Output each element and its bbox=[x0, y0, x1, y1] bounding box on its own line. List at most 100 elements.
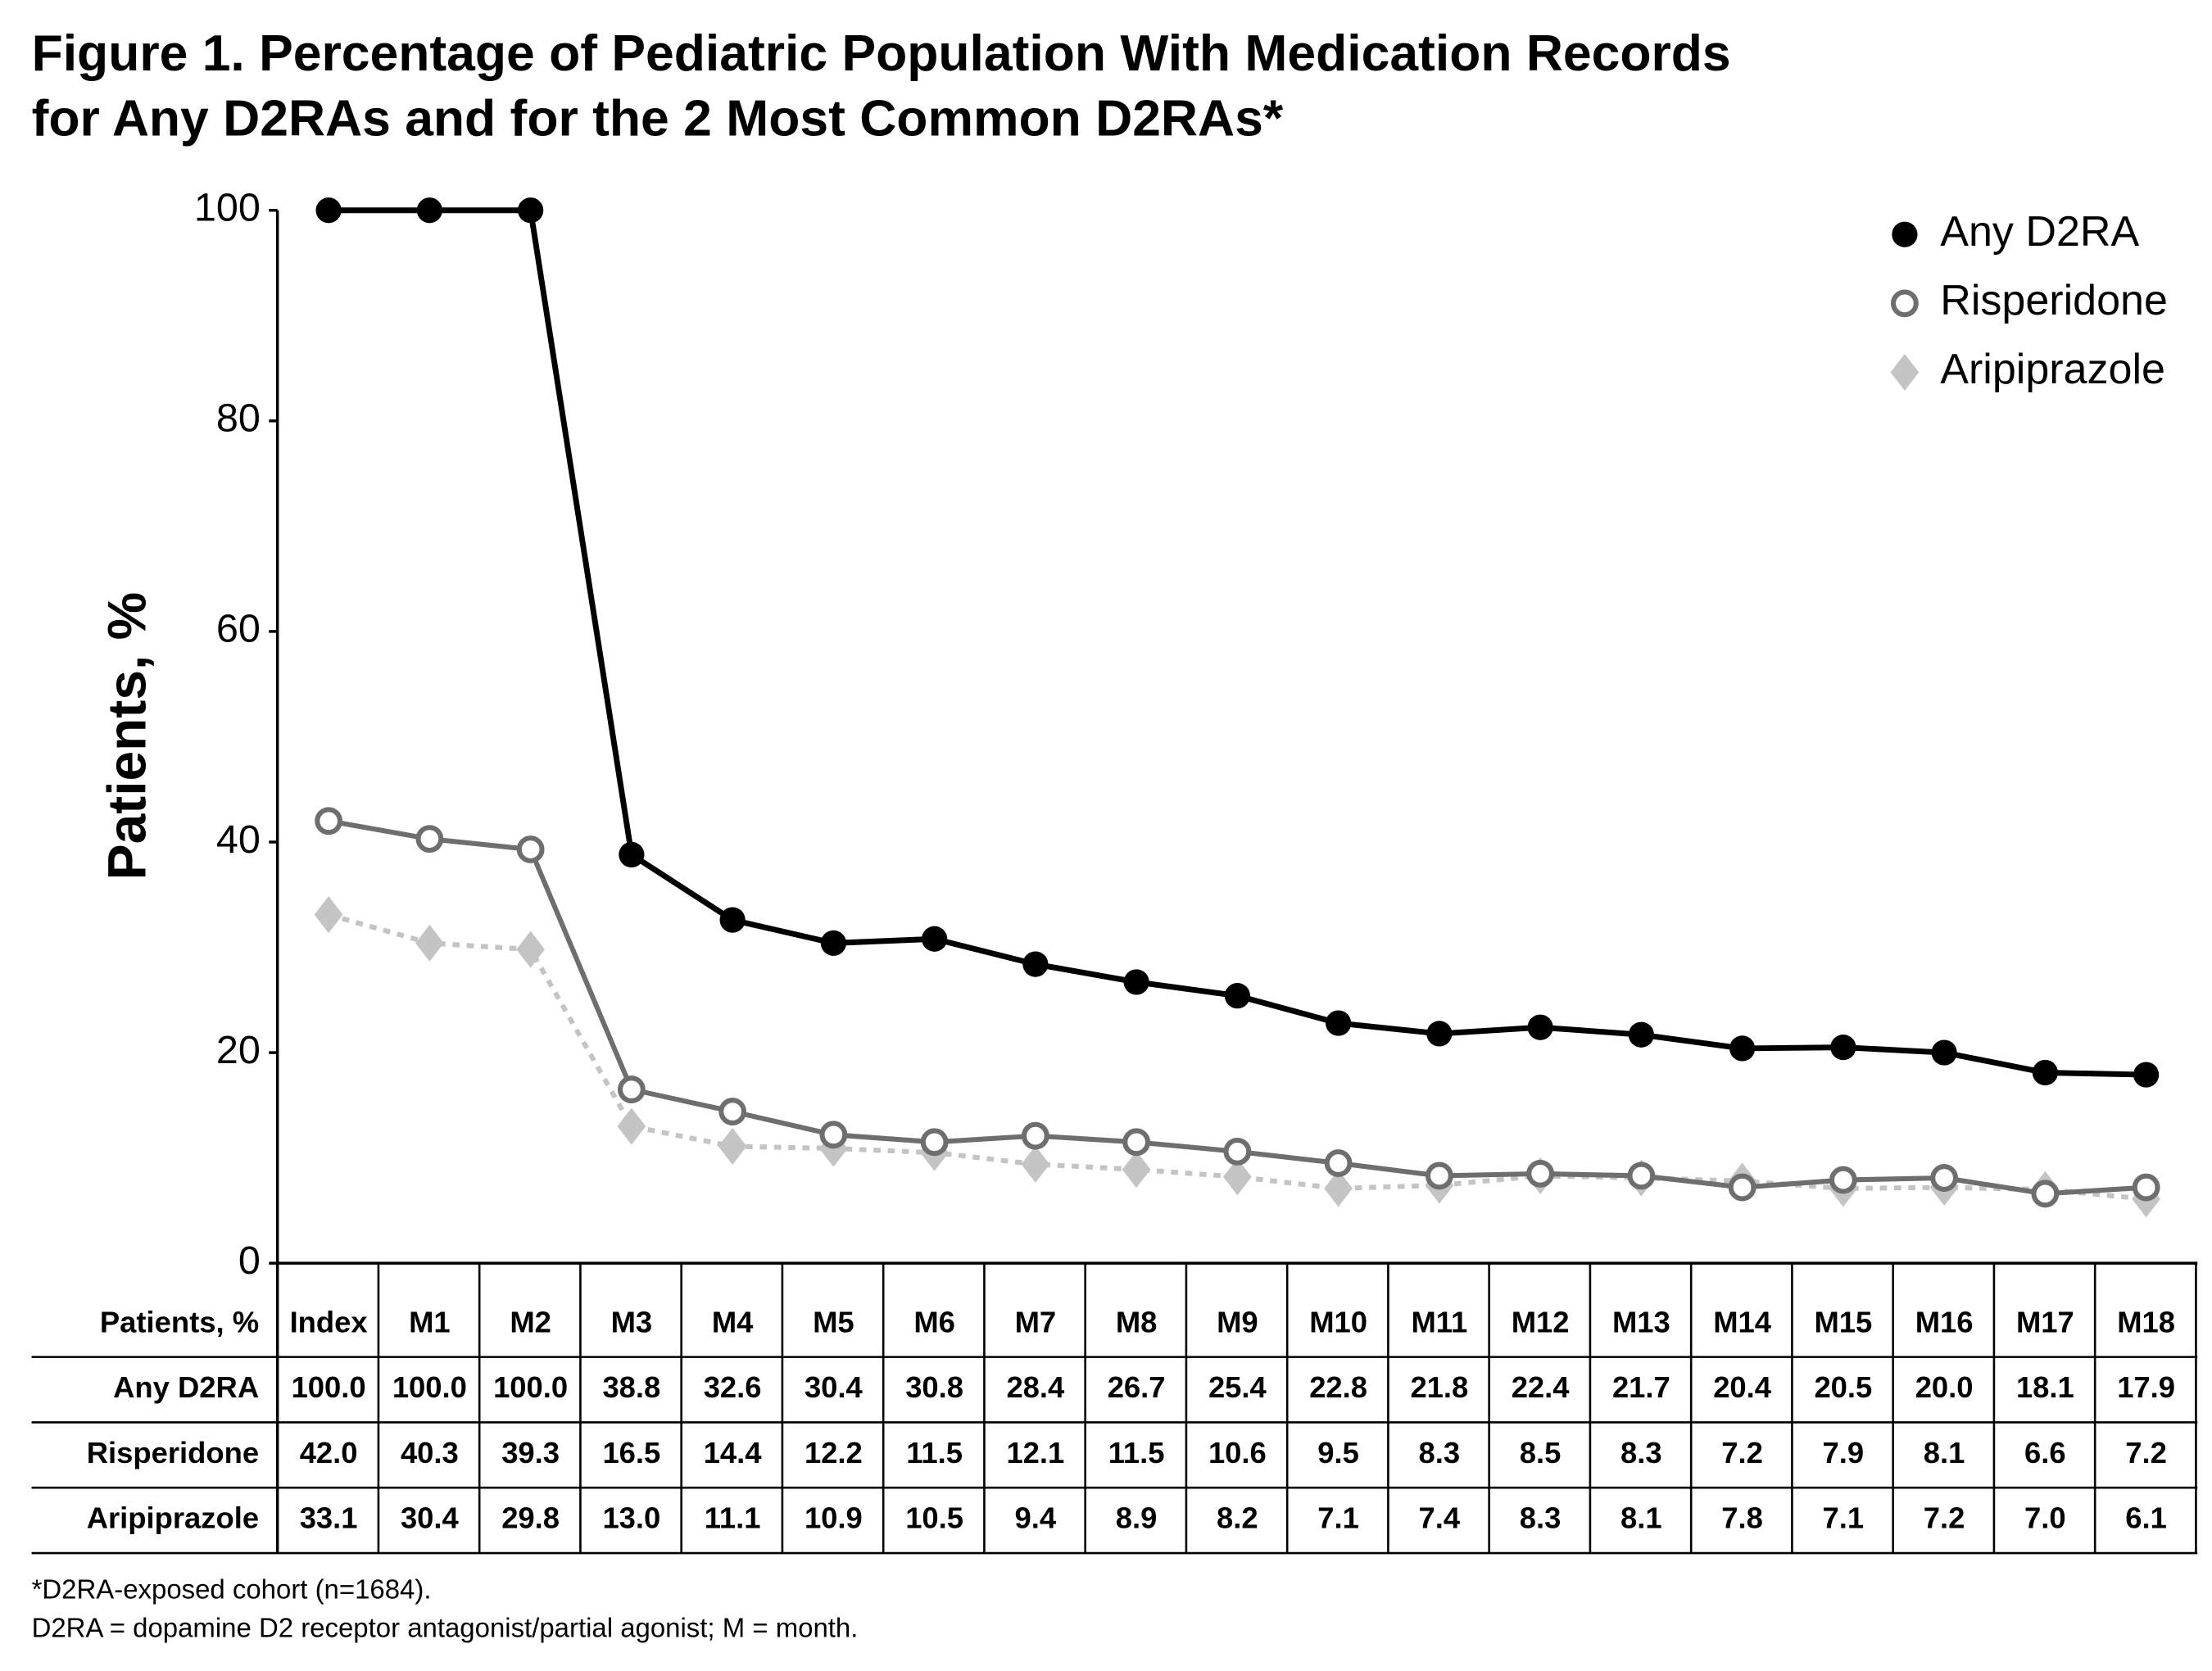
point bbox=[1021, 1145, 1050, 1183]
legend-marker bbox=[1890, 289, 1919, 318]
table-cell: 17.9 bbox=[2117, 1370, 2175, 1404]
table-cell: 8.3 bbox=[1520, 1501, 1562, 1535]
x-tick-label: M4 bbox=[712, 1305, 754, 1338]
point bbox=[1022, 951, 1049, 977]
point bbox=[1931, 1039, 1957, 1066]
table-cell: 100.0 bbox=[493, 1370, 568, 1404]
table-cell: 32.6 bbox=[704, 1370, 762, 1404]
table-cell: 7.2 bbox=[1924, 1501, 1965, 1535]
table-row-label: Aripiprazole bbox=[87, 1501, 259, 1535]
chart-title: Figure 1. Percentage of Pediatric Popula… bbox=[32, 25, 1731, 82]
point bbox=[1223, 1158, 1252, 1196]
x-tick-label: M15 bbox=[1814, 1305, 1872, 1338]
point bbox=[1426, 1021, 1453, 1047]
table-cell: 38.8 bbox=[602, 1370, 660, 1404]
point bbox=[1324, 1149, 1353, 1177]
table-cell: 6.1 bbox=[2125, 1501, 2167, 1535]
table-cell: 8.1 bbox=[1620, 1501, 1662, 1535]
point bbox=[1729, 1035, 1756, 1062]
point bbox=[1830, 1035, 1856, 1061]
y-axis-label: Patients, % bbox=[96, 592, 156, 881]
table-cell: 100.0 bbox=[292, 1370, 366, 1404]
table-row-label: Any D2RA bbox=[113, 1370, 259, 1404]
table-cell: 22.4 bbox=[1512, 1370, 1571, 1404]
table-cell: 30.8 bbox=[905, 1370, 963, 1404]
y-tick-label: 80 bbox=[216, 396, 261, 441]
table-cell: 20.0 bbox=[1915, 1370, 1974, 1404]
x-tick-label: M9 bbox=[1217, 1305, 1258, 1338]
table-cell: 26.7 bbox=[1108, 1370, 1166, 1404]
legend-marker bbox=[1890, 353, 1920, 392]
x-tick-label: M3 bbox=[611, 1305, 653, 1338]
x-tick-label: M12 bbox=[1512, 1305, 1570, 1338]
point bbox=[1224, 983, 1250, 1009]
point bbox=[2132, 1173, 2160, 1202]
table-cell: 8.2 bbox=[1217, 1501, 1258, 1535]
x-tick-label: M13 bbox=[1612, 1305, 1670, 1338]
footnote: *D2RA-exposed cohort (n=1684). bbox=[32, 1574, 432, 1605]
x-tick-label: M5 bbox=[813, 1305, 854, 1338]
point bbox=[518, 197, 544, 224]
point bbox=[1829, 1166, 1857, 1194]
point bbox=[314, 896, 343, 934]
point bbox=[2031, 1180, 2060, 1208]
table-cell: 12.1 bbox=[1006, 1436, 1064, 1469]
table-cell: 8.9 bbox=[1116, 1501, 1158, 1535]
point bbox=[922, 926, 948, 952]
point bbox=[1527, 1014, 1553, 1040]
point bbox=[617, 1076, 646, 1103]
table-cell: 11.5 bbox=[1108, 1436, 1165, 1469]
table-cell: 7.0 bbox=[2024, 1501, 2066, 1535]
table-cell: 28.4 bbox=[1006, 1370, 1065, 1404]
x-tick-label: M6 bbox=[913, 1305, 955, 1338]
table-cell: 18.1 bbox=[2016, 1370, 2074, 1404]
footnote: D2RA = dopamine D2 receptor antagonist/p… bbox=[32, 1612, 859, 1642]
table-cell: 7.2 bbox=[1721, 1436, 1763, 1469]
table-cell: 29.8 bbox=[501, 1501, 560, 1535]
point bbox=[719, 907, 746, 933]
table-cell: 7.1 bbox=[1317, 1501, 1359, 1535]
table-cell: 20.4 bbox=[1713, 1370, 1772, 1404]
table-cell: 30.4 bbox=[401, 1501, 460, 1535]
x-tick-label: M11 bbox=[1411, 1305, 1467, 1338]
point bbox=[2133, 1062, 2160, 1088]
legend-label: Any D2RA bbox=[1940, 208, 2139, 256]
point bbox=[1526, 1159, 1555, 1188]
x-tick-label: M17 bbox=[2016, 1305, 2074, 1338]
point bbox=[1021, 1121, 1049, 1150]
table-cell: 40.3 bbox=[401, 1436, 459, 1469]
table-cell: 7.2 bbox=[2125, 1436, 2167, 1469]
point bbox=[1324, 1170, 1353, 1207]
point bbox=[1223, 1137, 1252, 1166]
point bbox=[315, 807, 343, 836]
y-tick-label: 100 bbox=[194, 186, 261, 230]
point bbox=[819, 1121, 848, 1149]
point bbox=[718, 1098, 747, 1125]
point bbox=[619, 841, 645, 868]
point bbox=[1425, 1162, 1453, 1190]
point bbox=[1728, 1173, 1756, 1202]
point bbox=[1628, 1021, 1654, 1048]
table-cell: 13.0 bbox=[602, 1501, 660, 1535]
table-cell: 42.0 bbox=[300, 1436, 358, 1469]
point bbox=[1123, 969, 1149, 995]
table-cell: 14.4 bbox=[704, 1436, 763, 1469]
point bbox=[415, 825, 444, 854]
legend-label: Aripiprazole bbox=[1940, 346, 2165, 393]
table-cell: 10.9 bbox=[805, 1501, 863, 1535]
point bbox=[617, 1107, 646, 1145]
point bbox=[718, 1127, 747, 1166]
table-cell: 25.4 bbox=[1208, 1370, 1267, 1404]
table-cell: 9.5 bbox=[1317, 1436, 1359, 1469]
table-cell: 8.5 bbox=[1520, 1436, 1562, 1469]
table-cell: 8.3 bbox=[1419, 1436, 1461, 1469]
point bbox=[315, 197, 342, 224]
x-tick-label: M2 bbox=[510, 1305, 551, 1338]
point bbox=[1930, 1164, 1959, 1192]
table-cell: 12.2 bbox=[805, 1436, 863, 1469]
table-cell: 7.8 bbox=[1721, 1501, 1763, 1535]
point bbox=[1326, 1010, 1352, 1036]
point bbox=[820, 930, 846, 956]
